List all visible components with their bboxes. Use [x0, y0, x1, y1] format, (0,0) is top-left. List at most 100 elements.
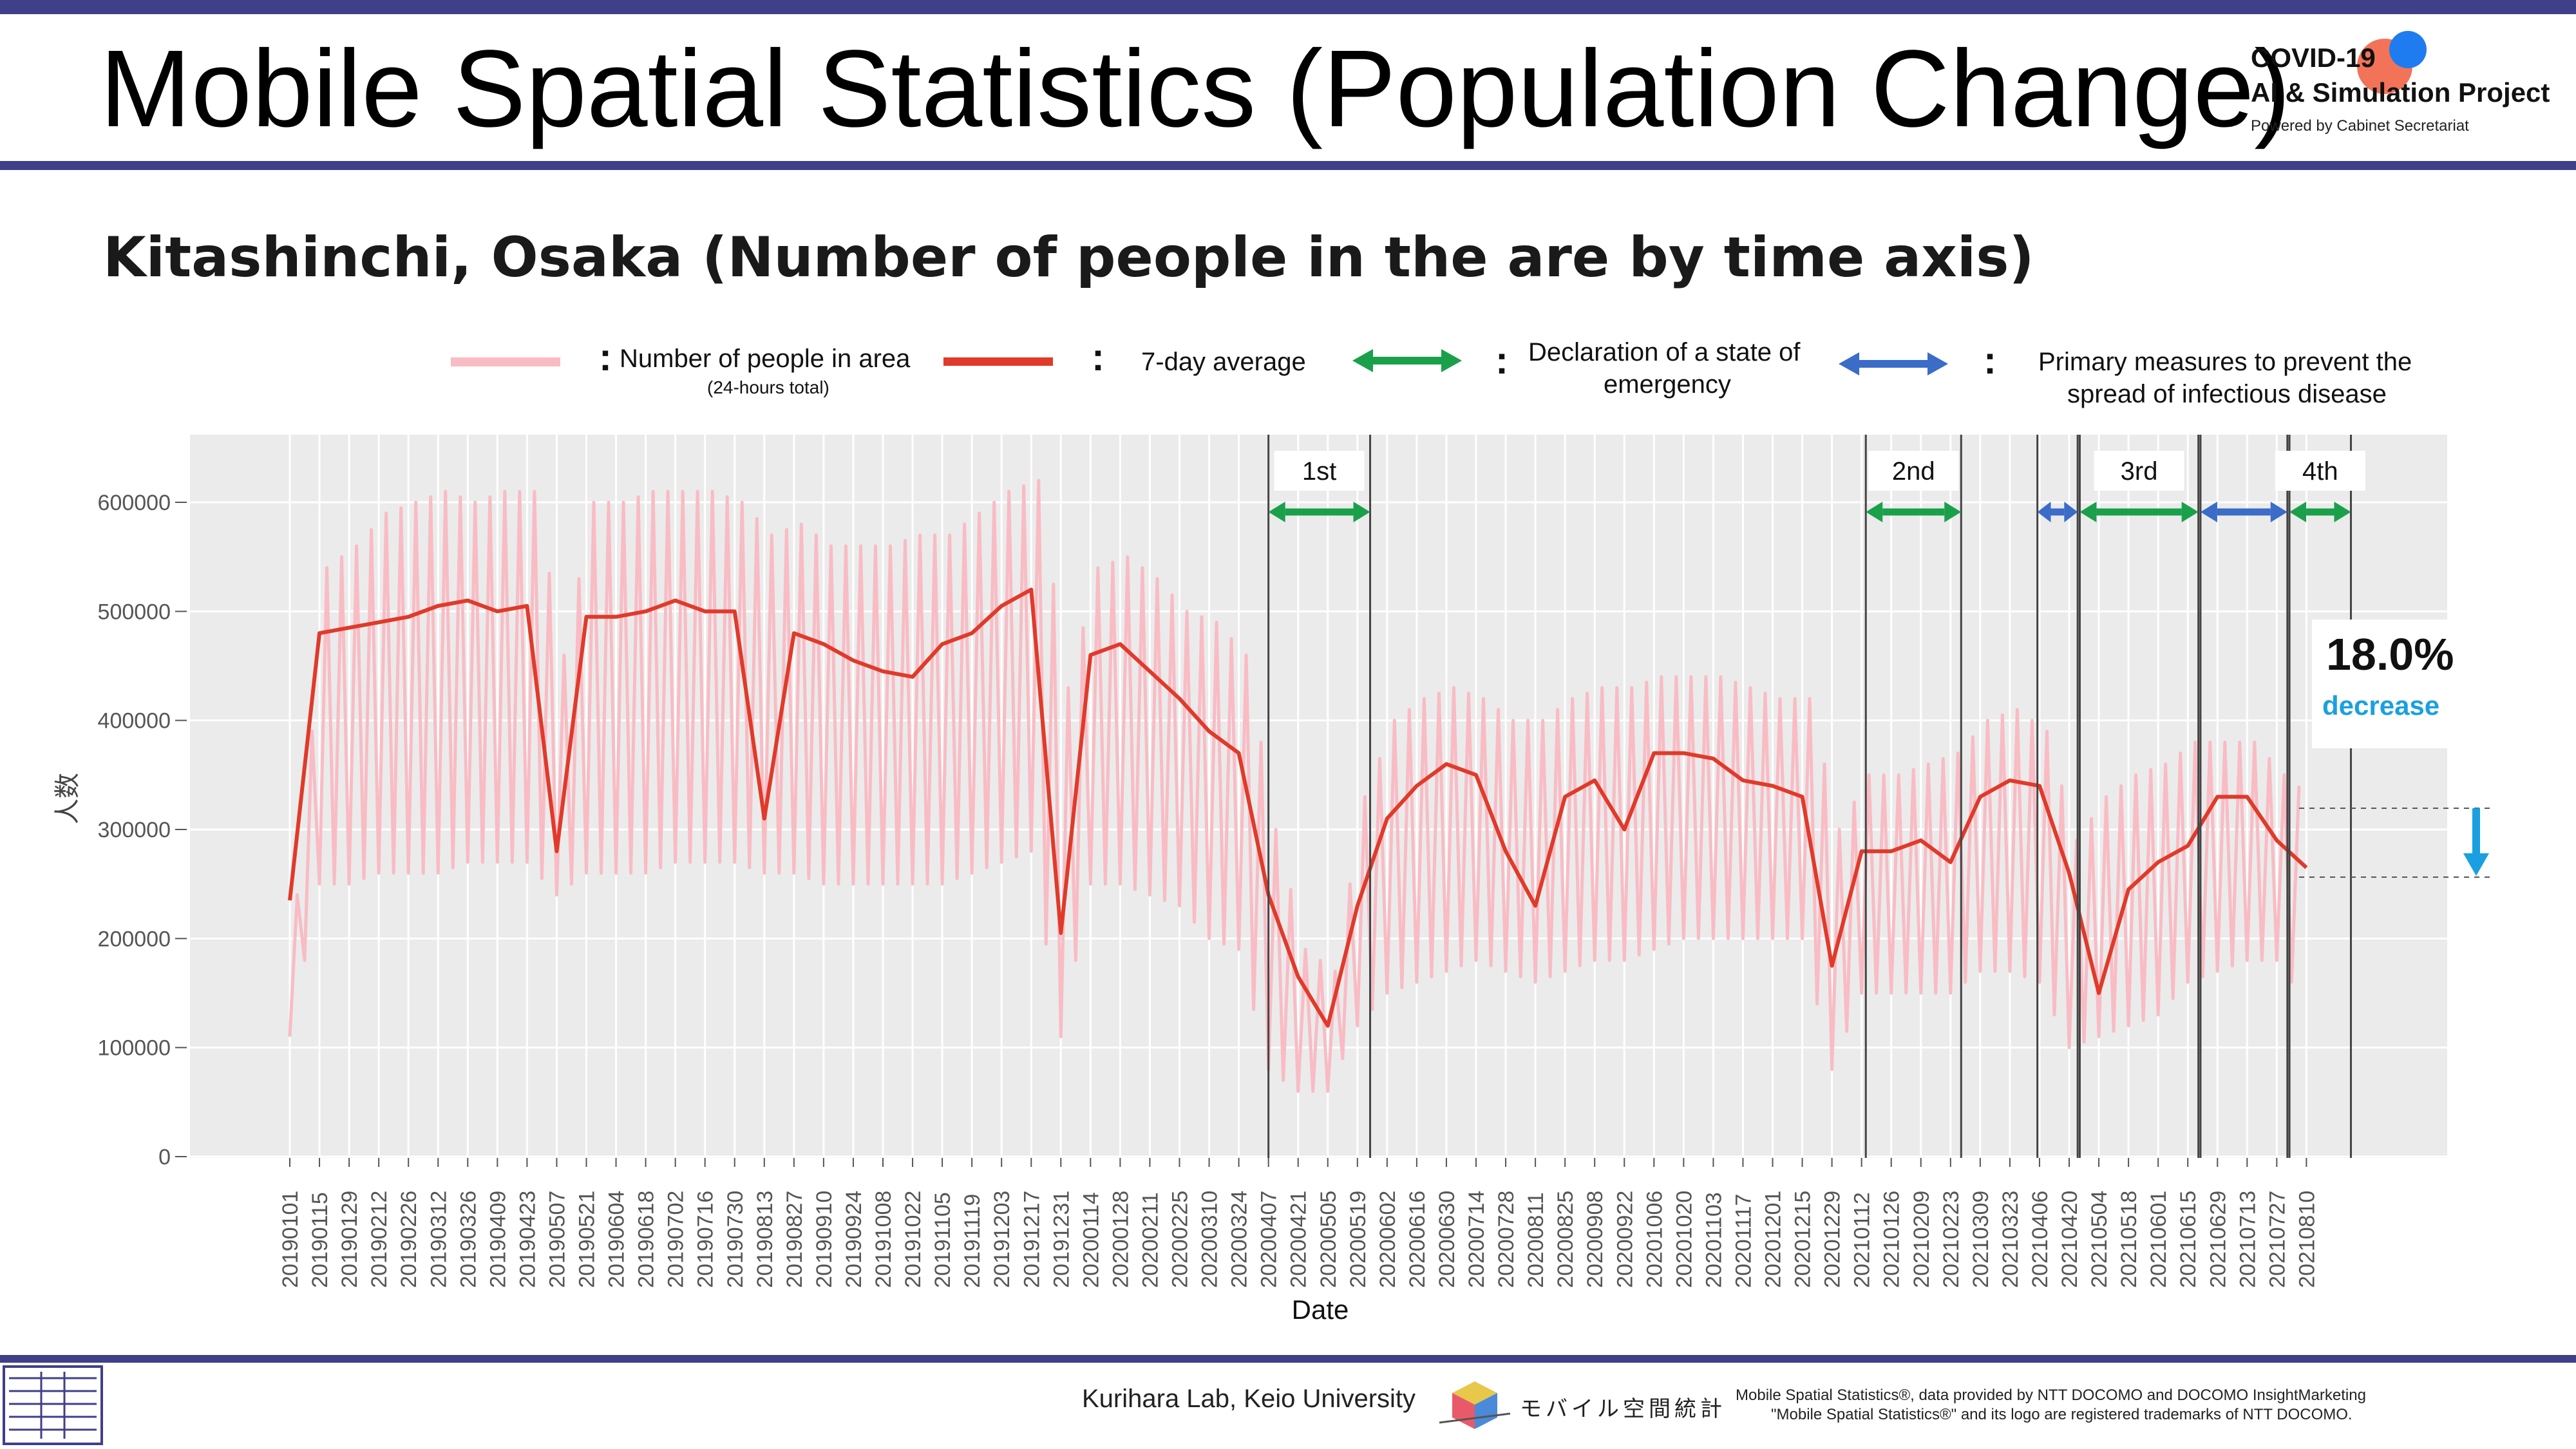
x-tick-label: 20191203	[990, 1191, 1014, 1288]
y-tick-label: 500000	[98, 600, 171, 624]
x-tick-label: 20190521	[575, 1191, 600, 1288]
x-tick-label: 20200908	[1583, 1191, 1607, 1288]
x-tick-label: 20200324	[1227, 1191, 1252, 1288]
top-accent-bar	[0, 0, 2576, 14]
period-label-box	[1868, 451, 1959, 491]
x-tick-label: 20190423	[515, 1191, 540, 1288]
x-tick-label: 20201103	[1701, 1192, 1726, 1288]
x-tick-label: 20190312	[426, 1191, 451, 1288]
period-arrow-head	[2289, 502, 2307, 522]
period-arrow-head	[2270, 502, 2287, 522]
footer-divider	[0, 1355, 2576, 1363]
chart-subtitle: Kitashinchi, Osaka (Number of people in …	[103, 225, 2034, 290]
x-tick-label: 20200616	[1405, 1191, 1430, 1288]
y-tick-label: 600000	[98, 491, 171, 515]
legend-daily-sublabel: (24-hours total)	[707, 377, 829, 397]
x-tick-label: 20200128	[1108, 1191, 1133, 1288]
x-tick-label: 20201006	[1642, 1191, 1667, 1288]
x-tick-label: 20210727	[2265, 1191, 2289, 1288]
project-badge: COVID-19 AI & Simulation Project Powered…	[2251, 39, 2553, 148]
x-tick-label: 20191119	[960, 1194, 985, 1288]
x-tick-label: 20190226	[397, 1191, 421, 1288]
x-tick-label: 20200407	[1257, 1191, 1282, 1288]
decrease-percent: 18.0%	[2326, 629, 2454, 679]
legend-colon: :	[1092, 336, 1104, 379]
x-tick-label: 20190212	[367, 1191, 392, 1288]
legend-primary-label-1: Primary measures to prevent the	[2038, 348, 2412, 376]
x-tick-label: 20191231	[1049, 1191, 1074, 1288]
y-tick-label: 300000	[98, 818, 171, 842]
x-tick-label: 20201201	[1761, 1191, 1786, 1288]
badge-line-2: AI & Simulation Project	[2251, 77, 2550, 108]
legend-colon: :	[1495, 339, 1508, 382]
x-tick-label: 20210518	[2117, 1191, 2141, 1288]
x-tick-label: 20201215	[1791, 1191, 1815, 1288]
period-label-box	[1274, 451, 1365, 491]
x-tick-label: 20190101	[278, 1191, 303, 1288]
legend-daily-label: Number of people in area	[620, 345, 911, 373]
x-tick-label: 20190827	[782, 1191, 807, 1288]
x-tick-label: 20190326	[456, 1191, 480, 1288]
legend-emergency-arrow	[1352, 349, 1462, 372]
y-axis-label: 人数	[53, 773, 82, 824]
x-tick-label: 20190129	[337, 1191, 362, 1288]
x-tick-label: 20201117	[1731, 1194, 1756, 1288]
y-tick-label: 100000	[98, 1036, 171, 1061]
x-tick-label: 20210112	[1850, 1192, 1875, 1288]
x-tick-label: 20190924	[842, 1191, 866, 1288]
y-tick-label: 200000	[98, 927, 171, 951]
x-tick-label: 20210223	[1939, 1191, 1964, 1288]
x-tick-label: 20191217	[1019, 1191, 1044, 1288]
logo-blue-circle	[2389, 31, 2427, 68]
period-arrow-head	[2200, 502, 2217, 522]
x-tick-label: 20200519	[1346, 1191, 1370, 1288]
x-tick-label: 20191105	[931, 1192, 955, 1288]
x-tick-label: 20191022	[901, 1191, 925, 1288]
x-tick-label: 20200602	[1376, 1191, 1400, 1288]
period-label: 4th	[2302, 457, 2338, 486]
decrease-arrow-head	[2463, 853, 2489, 876]
credit-line-2: "Mobile Spatial Statistics®" and its log…	[1771, 1406, 2353, 1423]
legend-daily-swatch	[451, 357, 560, 366]
x-tick-label: 20210209	[1909, 1191, 1934, 1288]
period-arrow-head	[2037, 502, 2051, 522]
series-daily-line	[288, 478, 2301, 1093]
period-label-box	[2275, 451, 2365, 491]
x-tick-label: 20200825	[1553, 1191, 1578, 1288]
x-tick-label: 20210629	[2206, 1191, 2230, 1288]
x-tick-label: 20201020	[1672, 1191, 1696, 1288]
x-tick-label: 20190618	[634, 1191, 659, 1288]
x-tick-label: 20190716	[694, 1191, 718, 1288]
period-arrow-head	[2181, 502, 2199, 522]
x-tick-label: 20210713	[2235, 1191, 2260, 1288]
x-tick-label: 20190507	[545, 1191, 569, 1288]
legend-primary-label-2: spread of infectious disease	[2067, 380, 2387, 408]
x-tick-label: 20190910	[812, 1191, 837, 1288]
x-tick-label: 20210810	[2295, 1191, 2319, 1288]
decrease-callout: 18.0% decrease	[2312, 620, 2454, 748]
period-arrow-head	[2334, 502, 2351, 522]
x-tick-label: 20200714	[1464, 1191, 1489, 1288]
x-tick-label: 20210420	[2058, 1191, 2082, 1288]
x-tick-label: 20210601	[2146, 1191, 2171, 1288]
decrease-label: decrease	[2322, 690, 2440, 721]
x-tick-label: 20200922	[1613, 1191, 1637, 1288]
badge-line-1: COVID-19	[2251, 43, 2376, 73]
x-tick-label: 20190604	[605, 1191, 629, 1288]
legend-emergency-label-1: Declaration of a state of	[1528, 338, 1801, 366]
x-tick-label: 20200310	[1198, 1191, 1222, 1288]
credit-line-1: Mobile Spatial Statistics®, data provide…	[1736, 1387, 2366, 1404]
x-tick-label: 20210309	[1969, 1191, 1993, 1288]
x-tick-label: 20190702	[664, 1191, 688, 1288]
legend-avg-swatch	[943, 357, 1053, 366]
legend-primary-arrow	[1839, 352, 1948, 375]
legend-colon: :	[599, 336, 612, 379]
docomo-cube-icon	[1439, 1381, 1510, 1429]
page-title: Mobile Spatial Statistics (Population Ch…	[100, 28, 2291, 150]
badge-line-3: Powered by Cabinet Secretariat	[2251, 117, 2469, 135]
period-arrow-head	[1353, 502, 1370, 522]
x-tick-label: 20200114	[1079, 1192, 1103, 1288]
period-arrow-head	[1944, 502, 1962, 522]
lab-logo	[3, 1365, 103, 1445]
period-arrow-head	[2064, 502, 2078, 522]
